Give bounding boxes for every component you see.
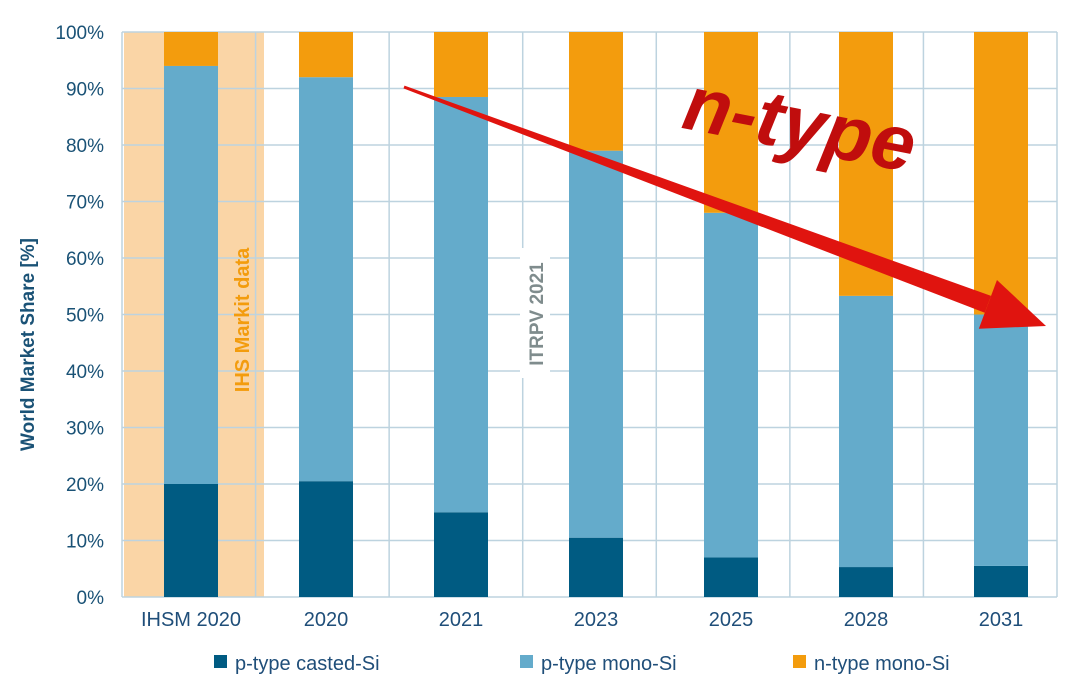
trend-arrow-shaft — [403, 85, 992, 313]
y-tick-label: 20% — [66, 475, 104, 496]
y-tick-label: 80% — [66, 136, 104, 157]
trend-arrow-head — [978, 280, 1046, 329]
bar-layer — [164, 32, 1028, 597]
legend-layer: p-type casted-Si p-type mono-Si n-type mon… — [214, 653, 950, 675]
itrpv-annotation: ITRPV 2021 — [527, 262, 548, 366]
bar-segment-n-type-mono-si — [434, 32, 488, 97]
y-tick-label: 90% — [66, 80, 104, 101]
x-tick-label: 2020 — [304, 609, 349, 631]
bar-segment-p-type-casted-si — [299, 481, 353, 597]
legend-swatch — [520, 655, 533, 668]
bar-segment-p-type-mono-si — [299, 77, 353, 482]
bar-segment-n-type-mono-si — [704, 32, 758, 213]
x-tick-label: 2021 — [439, 609, 484, 631]
legend-label: p-type mono-Si — [541, 653, 677, 675]
y-tick-label: 50% — [66, 306, 104, 327]
y-tick-label: 10% — [66, 532, 104, 553]
y-tick-label: 60% — [66, 249, 104, 270]
legend-swatch — [793, 655, 806, 668]
x-tick-label: 2025 — [709, 609, 754, 631]
bar-segment-n-type-mono-si — [974, 32, 1028, 315]
x-tick-label: 2031 — [979, 609, 1024, 631]
y-tick-label: 70% — [66, 193, 104, 214]
bar-segment-p-type-mono-si — [569, 150, 623, 538]
ihs-markit-annotation: IHS Markit data — [232, 247, 254, 392]
y-tick-label: 40% — [66, 362, 104, 383]
x-tick-label: 2028 — [844, 609, 889, 631]
y-tick-label: 30% — [66, 419, 104, 440]
bar-segment-p-type-mono-si — [839, 295, 893, 568]
bar-segment-p-type-mono-si — [434, 96, 488, 513]
x-tick-label: 2023 — [574, 609, 619, 631]
y-tick-label: 0% — [77, 588, 105, 609]
bar-segment-n-type-mono-si — [299, 32, 353, 78]
bar-segment-n-type-mono-si — [569, 32, 623, 151]
bar-segment-p-type-mono-si — [704, 212, 758, 558]
bar-segment-p-type-casted-si — [974, 565, 1028, 597]
bar-segment-p-type-casted-si — [839, 567, 893, 597]
bar-segment-p-type-mono-si — [164, 65, 218, 485]
legend-label: p-type casted-Si — [235, 653, 380, 675]
bar-segment-p-type-casted-si — [434, 512, 488, 597]
bar-segment-p-type-casted-si — [569, 537, 623, 597]
bar-segment-p-type-casted-si — [164, 484, 218, 597]
legend-swatch — [214, 655, 227, 668]
x-tick-label: IHSM 2020 — [141, 609, 241, 631]
y-axis-label: World Market Share [%] — [18, 238, 39, 451]
itrpv-label-backdrop — [520, 248, 550, 378]
axis-layer: 0% 10% 20% 30% 40% 50% 60% 70% 80% 90% 100% IHSM 20… — [18, 23, 1023, 631]
bar-segment-p-type-mono-si — [974, 314, 1028, 566]
bar-segment-p-type-casted-si — [704, 557, 758, 597]
legend-label: n-type mono-Si — [814, 653, 950, 675]
y-tick-label: 100% — [55, 23, 104, 44]
bar-segment-n-type-mono-si — [164, 32, 218, 66]
